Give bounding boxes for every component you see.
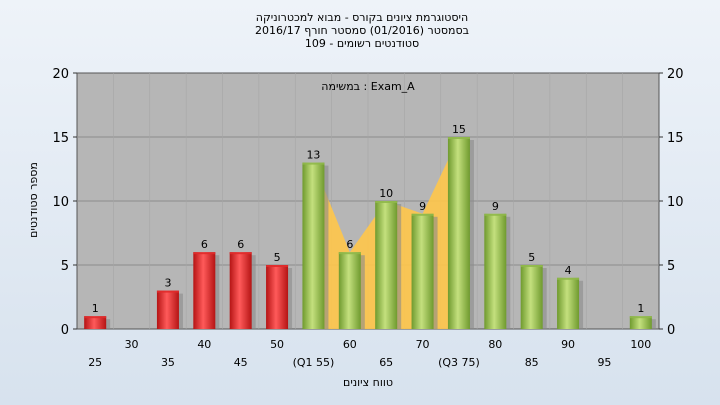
x-tick-label: 50 — [270, 338, 284, 351]
x-tick-label: 35 — [161, 356, 175, 369]
bar-top — [338, 252, 361, 255]
x-tick-label: (Q3 75) — [438, 356, 480, 369]
gridlines — [73, 72, 663, 330]
bar — [229, 252, 252, 329]
x-tick-label: 45 — [234, 356, 248, 369]
bar — [411, 213, 434, 329]
x-tick-labels: 25 30 35 40 45 50 (Q1 55) 60 65 70 (Q3 75) 80 85 90 95… — [88, 338, 651, 369]
y-axis-title: מספר סטודנטים — [27, 162, 40, 238]
bar — [484, 213, 507, 329]
x-tick-label: 80 — [488, 338, 502, 351]
bar-top — [411, 213, 434, 216]
bar-value-label: 9 — [419, 200, 426, 213]
x-axis-title: טווח ציונים — [343, 376, 393, 389]
bar-top — [447, 137, 470, 139]
bar — [520, 265, 543, 329]
bar-top — [302, 162, 325, 165]
bar — [156, 290, 179, 329]
y-tick-label: 10 — [667, 195, 684, 210]
bar-value-label: 5 — [528, 251, 535, 264]
bars — [84, 137, 656, 329]
bar-value-label: 10 — [379, 187, 393, 200]
bar-value-label: 5 — [274, 251, 281, 264]
bar-top — [484, 213, 507, 216]
y-tick-labels-right: 0 5 10 15 20 — [667, 67, 684, 338]
y-tick-label: 15 — [52, 131, 69, 146]
chart-title: היסטוגרמת ציונים בקורס - מבוא למכטרוניקה… — [255, 11, 469, 50]
x-tick-label: 100 — [630, 338, 651, 351]
title-line-2: בסמסטר (01/2016) סמסטר חורף 2016/17 — [255, 24, 469, 37]
bar-top — [266, 265, 289, 267]
x-tick-label: 65 — [379, 356, 393, 369]
x-tick-label: 85 — [525, 356, 539, 369]
bar-top — [193, 252, 216, 255]
y-tick-label: 20 — [667, 67, 684, 82]
bar-value-label: 13 — [306, 149, 320, 162]
x-tick-label: (Q1 55) — [293, 356, 335, 369]
y-tick-labels-left: 0 5 10 15 20 — [52, 67, 69, 338]
bar-top — [629, 316, 652, 319]
bar — [84, 316, 107, 329]
bar — [447, 137, 470, 329]
x-tick-label: 30 — [125, 338, 139, 351]
chart-annotation: במשימה : Exam_A — [321, 80, 415, 93]
x-tick-label: 95 — [597, 356, 611, 369]
y-tick-label: 10 — [52, 195, 69, 210]
bar — [629, 316, 652, 329]
bar-top — [84, 316, 107, 319]
bar-value-label: 4 — [565, 264, 572, 277]
bar — [193, 252, 216, 329]
bar-value-label: 1 — [92, 302, 99, 315]
y-tick-label: 20 — [52, 67, 69, 82]
bar-top — [229, 252, 252, 255]
bar-value-label: 3 — [164, 277, 171, 290]
bar-value-label: 9 — [492, 200, 499, 213]
bar-value-label: 1 — [637, 302, 644, 315]
y-tick-label: 5 — [667, 259, 675, 274]
y-tick-label: 15 — [667, 131, 684, 146]
bar-value-label: 6 — [201, 238, 208, 251]
y-tick-label: 0 — [667, 323, 675, 338]
y-tick-label: 5 — [61, 259, 69, 274]
title-line-1: היסטוגרמת ציונים בקורס - מבוא למכטרוניקה — [256, 11, 468, 24]
x-tick-label: 90 — [561, 338, 575, 351]
bar — [557, 277, 580, 329]
bar — [266, 265, 289, 329]
x-tick-label: 70 — [416, 338, 430, 351]
bar-value-label: 6 — [346, 238, 353, 251]
y-tick-label: 0 — [61, 323, 69, 338]
bar-value-label: 15 — [452, 123, 466, 136]
bar — [375, 201, 398, 329]
bar-top — [375, 201, 398, 203]
x-tick-label: 25 — [88, 356, 102, 369]
title-line-3: סטודנטים רשומים - 109 — [305, 37, 419, 50]
bar-top — [156, 290, 179, 293]
x-tick-label: 40 — [197, 338, 211, 351]
bar-top — [520, 265, 543, 267]
bar-top — [557, 277, 580, 280]
bar — [338, 252, 361, 329]
bar — [302, 162, 325, 329]
bar-value-label: 6 — [237, 238, 244, 251]
x-tick-label: 60 — [343, 338, 357, 351]
